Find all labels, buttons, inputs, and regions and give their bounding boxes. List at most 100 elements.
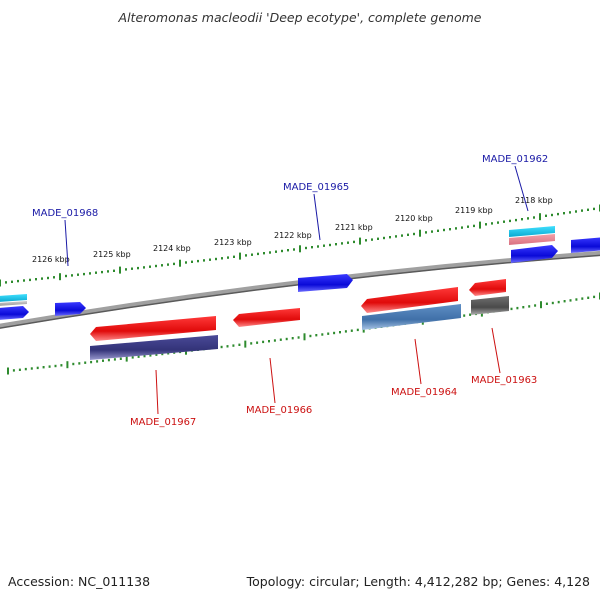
- scale-tick-minor: [167, 352, 170, 355]
- scale-tick-minor: [107, 270, 109, 273]
- scale-tick-minor: [521, 218, 523, 221]
- scale-tick-minor: [71, 274, 73, 277]
- gene-arrow[interactable]: [298, 274, 353, 292]
- scale-tick-minor: [143, 354, 146, 358]
- scale-tick-minor: [245, 254, 247, 257]
- scale-tick-minor: [581, 297, 584, 300]
- scale-tick-minor: [281, 249, 283, 253]
- gene-label-made-01963[interactable]: MADE_01963: [471, 375, 537, 386]
- gene-label-made-01966[interactable]: MADE_01966: [246, 405, 312, 416]
- scale-label-2121: 2121 kbp: [335, 223, 373, 232]
- gene-label-made-01964[interactable]: MADE_01964: [391, 387, 457, 398]
- scale-tick-major: [244, 340, 247, 348]
- scale-tick-minor: [5, 281, 7, 284]
- scale-tick-minor: [203, 259, 205, 262]
- scale-tick-minor: [485, 223, 487, 226]
- scale-track-upper: [0, 204, 600, 287]
- gene-arrow[interactable]: [0, 294, 27, 302]
- scale-tick-minor: [90, 360, 93, 364]
- scale-tick-minor: [209, 258, 211, 261]
- scale-tick-minor: [563, 300, 566, 303]
- gene-labels: MADE_01968 MADE_01965 MADE_01962 MADE_01…: [32, 154, 548, 428]
- scale-tick-minor: [89, 272, 91, 275]
- scale-tick-minor: [77, 273, 79, 276]
- gene-arrow[interactable]: [55, 302, 86, 316]
- gene-arrow[interactable]: [90, 316, 216, 341]
- gene-arrow[interactable]: [361, 287, 458, 313]
- scale-tick-minor: [350, 329, 353, 332]
- scale-tick-minor: [356, 328, 359, 332]
- scale-tick-minor: [131, 267, 133, 270]
- leader-line: [514, 165, 529, 212]
- scale-tick-minor: [327, 332, 330, 335]
- scale-tick-minor: [545, 302, 548, 305]
- scale-tick-minor: [293, 248, 295, 251]
- scale-tick-minor: [497, 221, 499, 224]
- leader-line: [491, 327, 501, 374]
- scale-tick-minor: [256, 341, 259, 344]
- scale-tick-minor: [515, 218, 517, 222]
- scale-tick-minor: [101, 270, 103, 274]
- scale-tick-minor: [365, 239, 367, 242]
- scale-tick-minor: [167, 263, 169, 266]
- gene-label-made-01962[interactable]: MADE_01962: [482, 154, 548, 165]
- scale-tick-minor: [155, 353, 158, 356]
- gene-label-made-01968[interactable]: MADE_01968: [32, 208, 98, 219]
- leader-line: [155, 369, 159, 415]
- leader-line: [313, 193, 321, 241]
- genome-title: Alteromonas macleodii 'Deep ecotype', co…: [118, 10, 482, 25]
- gene-arrow[interactable]: [509, 234, 555, 245]
- scale-tick-minor: [113, 358, 116, 361]
- leader-line: [64, 219, 69, 267]
- scale-tick-minor: [425, 231, 427, 234]
- scale-tick-minor: [407, 233, 409, 236]
- gene-arrow[interactable]: [511, 245, 558, 263]
- scale-tick-major: [179, 259, 181, 267]
- scale-tick-minor: [65, 274, 67, 278]
- scale-label-2118: 2118 kbp: [515, 196, 553, 205]
- scale-label-2124: 2124 kbp: [153, 244, 191, 253]
- scale-label-2122: 2122 kbp: [274, 231, 312, 240]
- gene-arrow[interactable]: [469, 279, 506, 296]
- scale-tick-major: [125, 354, 128, 362]
- scale-tick-minor: [431, 230, 433, 233]
- scale-tick-minor: [401, 234, 403, 237]
- scale-tick-minor: [291, 337, 294, 340]
- scale-tick-minor: [137, 266, 139, 270]
- scale-tick-minor: [347, 241, 349, 244]
- scale-label-2125: 2125 kbp: [93, 250, 131, 259]
- scale-tick-minor: [587, 208, 589, 211]
- gene-label-made-01967[interactable]: MADE_01967: [130, 417, 196, 428]
- leader-lines: [64, 165, 529, 415]
- scale-tick-minor: [516, 306, 519, 310]
- gene-arrow[interactable]: [571, 237, 600, 253]
- scale-tick-minor: [102, 359, 104, 362]
- scale-tick-minor: [491, 222, 493, 225]
- scale-tick-minor: [395, 235, 397, 238]
- gene-arrow[interactable]: [0, 301, 27, 306]
- gene-arrow[interactable]: [90, 335, 218, 360]
- scale-tick-major: [7, 367, 9, 375]
- scale-tick-minor: [317, 245, 319, 248]
- gene-arrow[interactable]: [0, 306, 29, 320]
- scale-tick-minor: [389, 236, 391, 239]
- gene-arrow[interactable]: [471, 296, 509, 315]
- scale-tick-minor: [131, 356, 134, 359]
- scale-tick-minor: [269, 251, 271, 254]
- scale-tick-minor: [149, 354, 152, 357]
- scale-tick-minor: [60, 364, 63, 367]
- gene-arrow[interactable]: [509, 226, 555, 237]
- reverse-genes: [90, 279, 509, 360]
- gene-arrow[interactable]: [233, 308, 300, 327]
- scale-tick-minor: [383, 236, 385, 240]
- gene-label-made-01965[interactable]: MADE_01965: [283, 182, 349, 193]
- scale-tick-minor: [467, 225, 469, 228]
- scale-tick-minor: [469, 313, 472, 316]
- scale-label-2120: 2120 kbp: [395, 214, 433, 223]
- gene-arrow[interactable]: [362, 304, 461, 330]
- scale-tick-minor: [95, 271, 97, 274]
- scale-tick-minor: [587, 296, 590, 299]
- scale-tick-minor: [12, 369, 15, 372]
- scale-tick-minor: [263, 252, 265, 255]
- scale-tick-minor: [527, 217, 529, 220]
